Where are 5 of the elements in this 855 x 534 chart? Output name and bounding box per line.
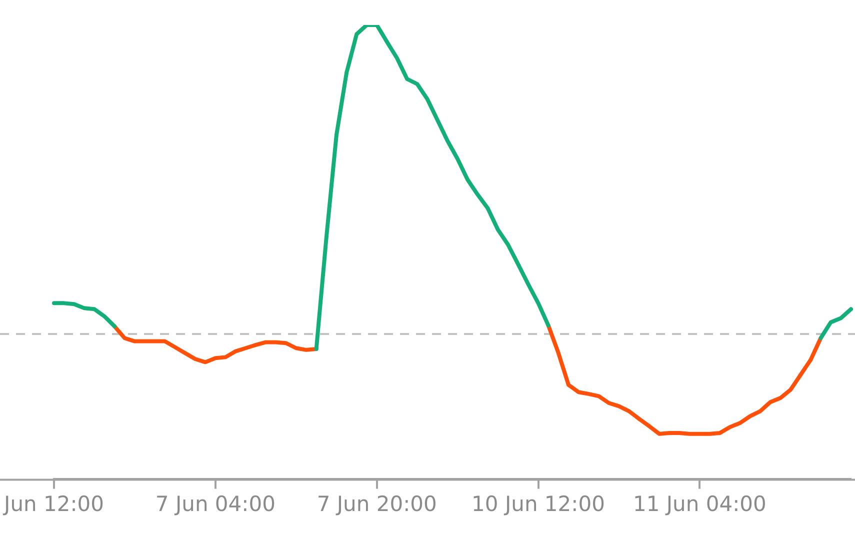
x-tick-label: 10 Jun 12:00 [472,492,605,516]
x-tick-label: 11 Jun 04:00 [632,492,766,516]
x-tick-label: 7 Jun 20:00 [316,492,437,516]
x-tick-label: Jun 12:00 [2,492,104,516]
x-tick-label: 7 Jun 04:00 [155,492,276,516]
